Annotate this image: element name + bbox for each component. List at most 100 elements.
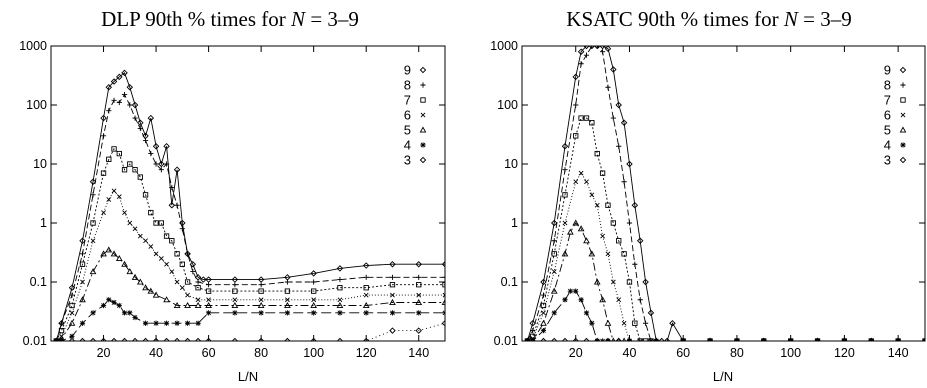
series-square-marker	[583, 115, 590, 121]
series-triangle-marker	[105, 246, 113, 253]
series-diamond-marker	[583, 337, 590, 341]
series-diamond-marker	[669, 320, 676, 327]
series-markers-6	[53, 188, 445, 341]
y-tick-label: 0.01	[494, 334, 518, 348]
series-cross-marker	[143, 238, 148, 244]
series-square-marker	[605, 202, 611, 208]
series-triangle-marker	[550, 287, 558, 294]
series-square-marker	[132, 167, 138, 173]
series-diamond-marker	[642, 278, 649, 286]
series-star-marker	[69, 333, 75, 339]
series-cross-marker	[390, 292, 395, 298]
series-plus-marker	[578, 61, 584, 67]
series-diamond-marker	[706, 337, 714, 341]
series-triangle-marker	[583, 237, 590, 244]
series-plus-marker	[90, 192, 96, 198]
series-diamond-marker	[121, 69, 128, 77]
series-plus-marker	[551, 238, 557, 244]
series-square-marker	[121, 167, 128, 173]
series-star-marker	[232, 310, 238, 316]
series-diamond-marker	[760, 337, 768, 341]
series-cross-marker	[442, 292, 445, 298]
series-star-marker	[363, 310, 369, 316]
series-square-marker	[58, 327, 65, 334]
series-square-marker	[127, 161, 133, 167]
y-tick-label: 1000	[490, 39, 518, 53]
series-plus-marker	[621, 179, 627, 185]
series-star-marker	[153, 320, 159, 326]
series-diamond-marker	[147, 114, 155, 122]
y-tick-label: 100	[26, 98, 47, 112]
series-triangle-marker	[577, 225, 585, 232]
series-star-marker	[184, 320, 191, 326]
y-tick-label: 0.1	[501, 275, 518, 289]
series-plus-marker	[632, 261, 638, 267]
series-markers-8	[53, 92, 445, 341]
series-plus-marker	[184, 251, 191, 257]
series-diamond-marker	[310, 270, 317, 277]
series-plus-marker	[583, 52, 590, 58]
series-triangle-marker	[566, 228, 574, 235]
series-markers-3	[524, 337, 925, 341]
series-diamond-marker	[599, 46, 606, 50]
series-diamond-marker	[551, 337, 558, 341]
series-markers-9	[524, 46, 925, 341]
series-triangle-marker	[419, 126, 427, 133]
series-square-marker	[232, 288, 238, 294]
series-triangle-marker	[588, 250, 596, 257]
series-cross-marker	[541, 310, 546, 316]
series-diamond-marker	[733, 337, 741, 341]
series-plus-marker	[610, 115, 616, 121]
series-diamond-marker	[415, 327, 422, 334]
series-diamond-marker	[626, 160, 633, 168]
series-square-marker	[284, 288, 291, 294]
series-plus-marker	[106, 108, 112, 114]
legend-label: 8	[404, 78, 411, 93]
chart-title: DLP 90th % times for N = 3–9	[101, 7, 359, 31]
series-triangle-marker	[163, 296, 170, 303]
series-square-marker	[416, 282, 422, 288]
series-star-marker	[583, 310, 590, 316]
series-square-marker	[589, 120, 595, 126]
series-line-8	[526, 46, 925, 341]
series-cross-marker	[311, 297, 317, 303]
legend-label: 6	[404, 108, 411, 123]
series-cross-marker	[80, 279, 85, 285]
series-plus-marker	[127, 102, 133, 108]
series-plus-marker	[142, 137, 149, 144]
series-cross-marker	[605, 251, 611, 257]
series-diamond-marker	[415, 261, 422, 268]
series-diamond-marker	[189, 261, 197, 268]
series-triangle-marker	[593, 278, 601, 285]
legend-label: 6	[884, 108, 891, 123]
series-cross-marker	[900, 112, 906, 118]
legend-label: 9	[884, 63, 891, 78]
x-tick-label: 80	[254, 346, 268, 360]
series-plus-marker	[58, 320, 65, 326]
series-square-marker	[642, 338, 649, 341]
series-diamond-marker	[173, 166, 181, 173]
series-triangle-marker	[173, 301, 181, 309]
series-star-marker	[90, 310, 96, 316]
series-square-marker	[174, 251, 180, 257]
series-diamond-marker	[419, 66, 427, 74]
series-square-marker	[69, 302, 75, 309]
series-plus-marker	[416, 274, 422, 280]
series-star-marker	[416, 310, 422, 316]
series-cross-marker	[179, 285, 185, 291]
series-square-marker	[111, 146, 117, 152]
series-square-marker	[389, 282, 396, 288]
series-star-marker	[111, 299, 117, 306]
series-diamond-marker	[105, 84, 113, 91]
series-diamond-marker	[137, 119, 144, 126]
series-plus-marker	[116, 99, 122, 106]
series-square-marker	[205, 288, 212, 294]
series-cross-marker	[90, 238, 96, 244]
series-diamond-marker	[572, 337, 579, 341]
series-cross-marker	[195, 297, 201, 303]
chart-title: KSATC 90th % times for N = 3–9	[566, 7, 851, 31]
series-diamond-marker	[626, 337, 633, 341]
series-cross-marker	[122, 210, 127, 216]
series-plus-marker	[153, 161, 159, 167]
